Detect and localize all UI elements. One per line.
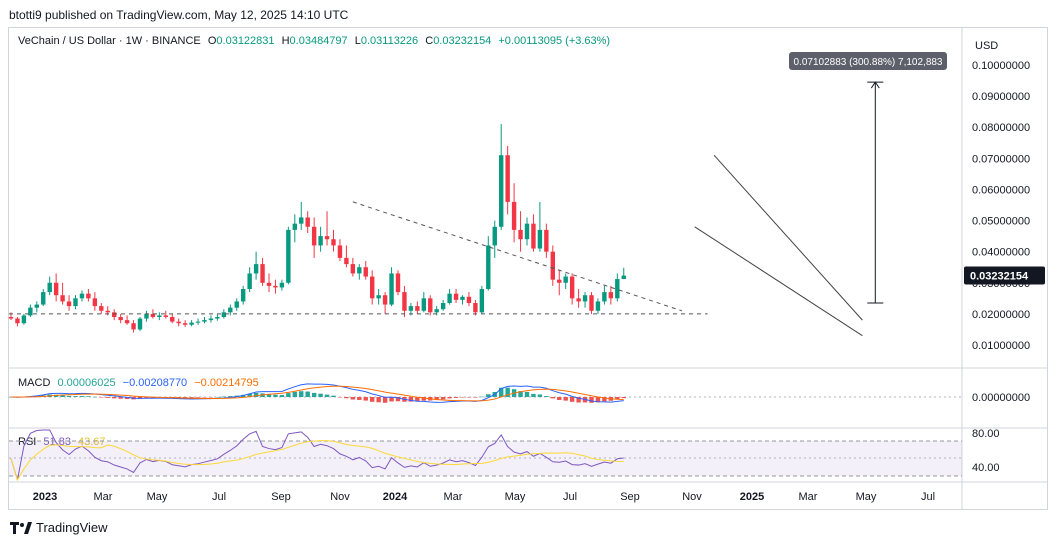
change-value: +0.00113095 (+3.63%)	[498, 35, 611, 47]
rsi-ma-value: 43.67	[78, 436, 106, 448]
symbol-title[interactable]: VeChain / US Dollar · 1W · BINANCE	[18, 35, 201, 47]
publisher-line: btotti9 published on TradingView.com, Ma…	[9, 8, 349, 22]
macd-legend: MACD 0.00006025 −0.00208770 −0.00214795	[18, 377, 259, 389]
low-label: L	[354, 35, 361, 47]
tradingview-logo-icon	[10, 521, 32, 534]
low-value: 0.03113226	[360, 35, 419, 47]
macd-hist-value: 0.00006025	[57, 377, 116, 389]
close-value: 0.03232154	[433, 35, 492, 47]
chart-frame	[8, 27, 1048, 510]
rsi-legend: RSI 51.83 43.67	[18, 436, 106, 448]
high-label: H	[281, 35, 290, 47]
open-label: O	[207, 35, 217, 47]
rsi-name[interactable]: RSI	[18, 436, 37, 448]
brand-name: TradingView	[36, 520, 108, 535]
rsi-value: 51.83	[43, 436, 71, 448]
high-value: 0.03484797	[289, 35, 348, 47]
close-label: C	[425, 35, 434, 47]
ohlc-legend: VeChain / US Dollar · 1W · BINANCE O0.03…	[18, 35, 610, 47]
macd-signal-value: −0.00214795	[194, 377, 259, 389]
macd-line-value: −0.00208770	[122, 377, 188, 389]
macd-name[interactable]: MACD	[18, 377, 51, 389]
tradingview-logo[interactable]: TradingView	[10, 520, 108, 535]
open-value: 0.03122831	[216, 35, 275, 47]
